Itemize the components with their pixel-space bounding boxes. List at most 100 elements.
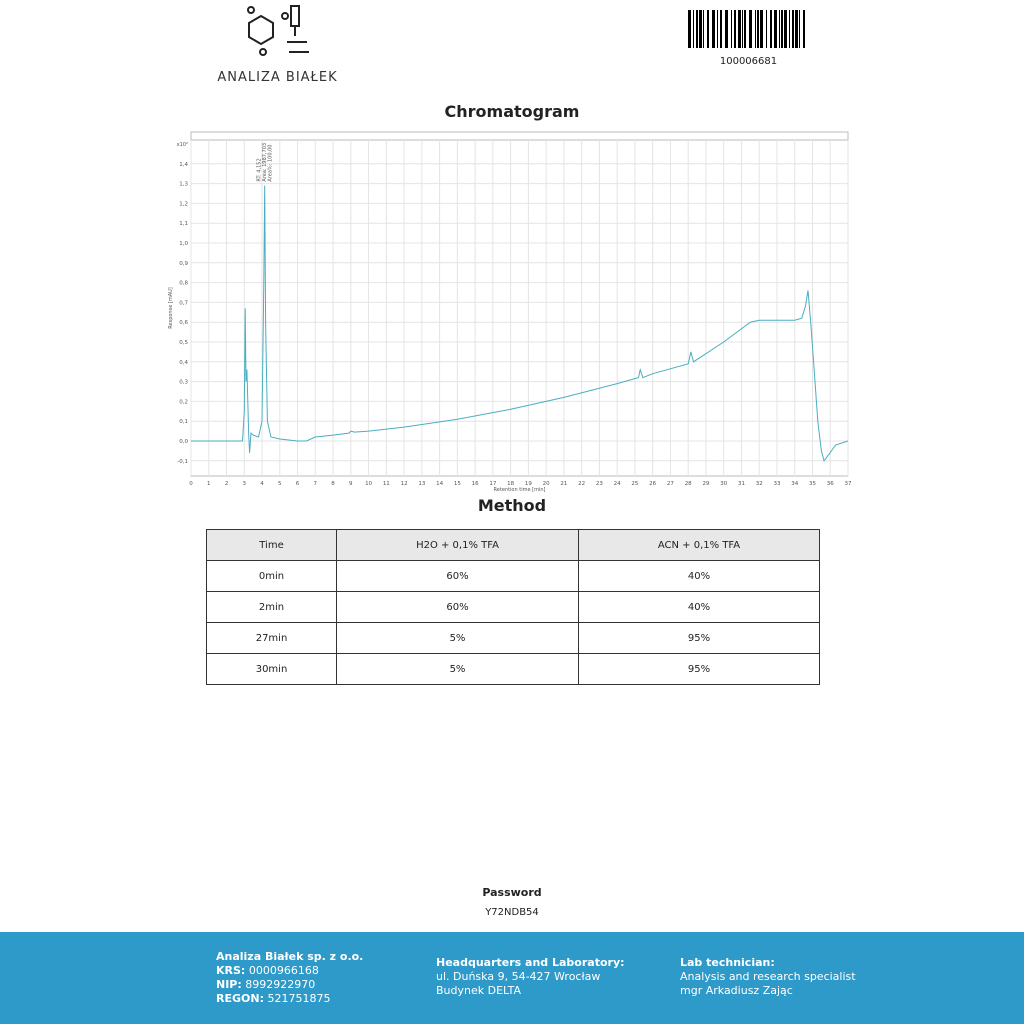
y-tick-label: 0,4 (179, 360, 188, 366)
hq-title: Headquarters and Laboratory: (436, 956, 625, 969)
cell: 60% (336, 560, 579, 592)
tech-title: Lab technician: (680, 956, 775, 969)
logo-text: ANALIZA BIAŁEK (217, 70, 338, 85)
y-tick-label: 1,2 (179, 201, 188, 207)
x-tick-label: 34 (791, 481, 798, 487)
table-row: 0min 60% 40% (206, 560, 820, 592)
barcode-bar (755, 10, 756, 48)
cell: 40% (578, 591, 820, 623)
y-tick-label: 0,9 (179, 261, 188, 267)
x-tick-label: 19 (525, 481, 532, 487)
cell: 60% (336, 591, 579, 623)
barcode-bar (784, 10, 787, 48)
krs-value: 0000966168 (248, 964, 319, 977)
cell: 95% (578, 622, 820, 654)
barcode-bar (757, 10, 759, 48)
x-tick-label: 5 (278, 481, 282, 487)
header-acn: ACN + 0,1% TFA (578, 529, 820, 561)
x-tick-label: 23 (596, 481, 603, 487)
x-tick-label: 31 (738, 481, 745, 487)
plot-frame (190, 131, 849, 477)
y-tick-label: 1,1 (179, 221, 188, 227)
molecule-microscope-icon (246, 5, 309, 56)
x-tick-label: 7 (314, 481, 318, 487)
x-tick-label: 35 (809, 481, 816, 487)
x-tick-label: 33 (773, 481, 780, 487)
x-tick-label: 6 (296, 481, 300, 487)
barcode-bar (749, 10, 752, 48)
x-tick-label: 18 (507, 481, 514, 487)
hq-info: Headquarters and Laboratory: ul. Duńska … (436, 956, 625, 998)
x-tick-label: 14 (436, 481, 443, 487)
cell: 5% (336, 653, 579, 685)
y-tick-label: 0,2 (179, 399, 188, 405)
barcode-bar (703, 10, 704, 48)
y-tick-label: 0,5 (179, 340, 188, 346)
hq-building: Budynek DELTA (436, 984, 522, 997)
x-tick-label: 12 (401, 481, 408, 487)
chromatogram-trace (191, 185, 849, 462)
header-time: Time (206, 529, 337, 561)
x-tick-label: 2 (225, 481, 229, 487)
barcode-bar (712, 10, 715, 48)
y-tick-label: 1,0 (179, 241, 188, 247)
barcode-bar (696, 10, 698, 48)
chromatogram-title: Chromatogram (444, 102, 580, 121)
x-tick-label: 36 (827, 481, 834, 487)
company-name: Analiza Białek sp. z o.o. (216, 950, 364, 963)
barcode-bar (795, 10, 798, 48)
x-tick-label: 24 (614, 481, 621, 487)
barcode-bar (766, 10, 767, 48)
cell: 30min (206, 653, 337, 685)
barcode: 100006681 (686, 10, 811, 67)
cell: 95% (578, 653, 820, 685)
x-axis-label: Retention time [min] (494, 487, 546, 493)
y-tick-label: 0,1 (179, 419, 188, 425)
method-table: Time H2O + 0,1% TFA ACN + 0,1% TFA 0min 6… (206, 529, 820, 685)
x-tick-label: 22 (578, 481, 585, 487)
barcode-bar (720, 10, 722, 48)
tech-role: Analysis and research specialist (680, 970, 856, 983)
krs-label: KRS: (216, 964, 246, 977)
y-tick-label: 0,3 (179, 380, 188, 386)
peak-annotation: Area%: 100,00 (268, 145, 274, 182)
company-info: Analiza Białek sp. z o.o. KRS: 000096616… (216, 950, 363, 1006)
y-axis-label: Response [mAU] (168, 287, 174, 329)
barcode-bar (742, 10, 743, 48)
barcode-bar (744, 10, 746, 48)
x-tick-label: 11 (383, 481, 390, 487)
y-multiplier: x10² (177, 142, 188, 148)
header-h2o: H2O + 0,1% TFA (336, 529, 579, 561)
table-row: 27min 5% 95% (206, 622, 820, 654)
cell: 0min (206, 560, 337, 592)
cell: 40% (578, 560, 820, 592)
password-value: Y72NDB54 (485, 907, 539, 918)
x-tick-label: 17 (489, 481, 496, 487)
barcode-bar (792, 10, 794, 48)
x-tick-label: 27 (667, 481, 674, 487)
technician-info: Lab technician: Analysis and research sp… (680, 956, 856, 998)
y-tick-label: 0,7 (179, 300, 188, 306)
x-tick-label: 1 (207, 481, 211, 487)
barcode-bar (707, 10, 709, 48)
barcode-bar (734, 10, 736, 48)
barcode-graphic (688, 10, 805, 48)
regon-value: 521751875 (267, 992, 331, 1005)
barcode-number: 100006681 (719, 56, 778, 67)
barcode-bar (774, 10, 777, 48)
barcode-bar (770, 10, 772, 48)
chromatogram-chart: 0 1 2 3 4 5 6 7 8 9 10 11 12 13 14 15 16 17 18 19 20 21 22 23 24… (168, 131, 852, 493)
barcode-bar (717, 10, 718, 48)
y-tick-label: 0,8 (179, 281, 188, 287)
logo: ANALIZA BIAŁEK (215, 2, 340, 85)
password-label: Password (482, 886, 542, 899)
y-tick-label: 1,4 (179, 162, 188, 168)
barcode-bar (731, 10, 732, 48)
barcode-bar (738, 10, 741, 48)
barcode-bar (699, 10, 702, 48)
barcode-bar (781, 10, 783, 48)
barcode-bar (725, 10, 728, 48)
cell: 2min (206, 591, 337, 623)
x-tick-label: 37 (845, 481, 852, 487)
table-row: 30min 5% 95% (206, 653, 820, 685)
